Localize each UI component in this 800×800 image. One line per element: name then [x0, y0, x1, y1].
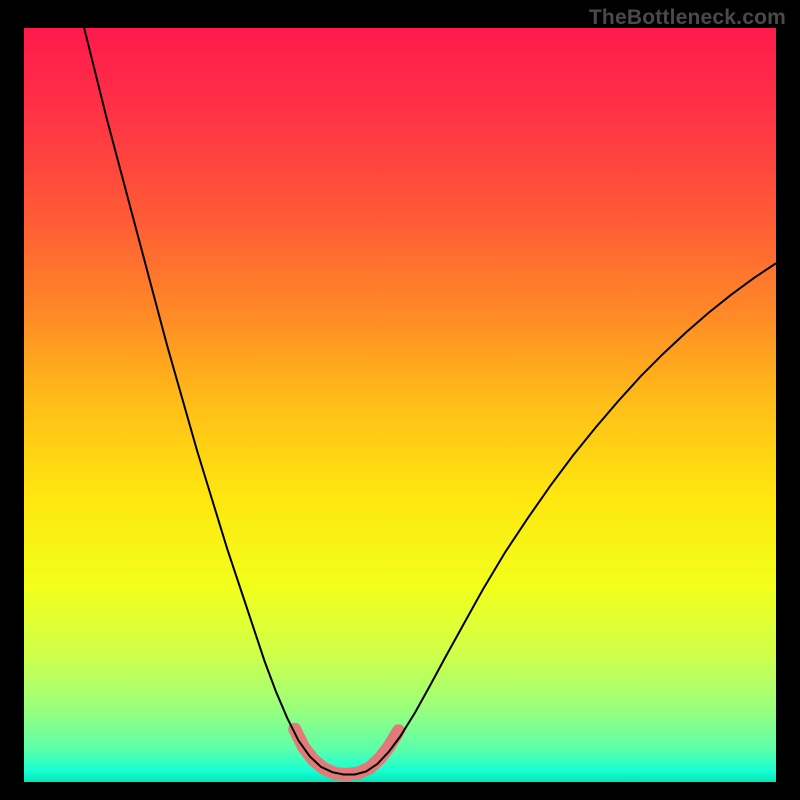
chart-background	[24, 28, 776, 782]
chart-plot-area	[24, 28, 776, 782]
watermark-text: TheBottleneck.com	[589, 6, 786, 30]
bottleneck-curve-chart	[24, 28, 776, 782]
